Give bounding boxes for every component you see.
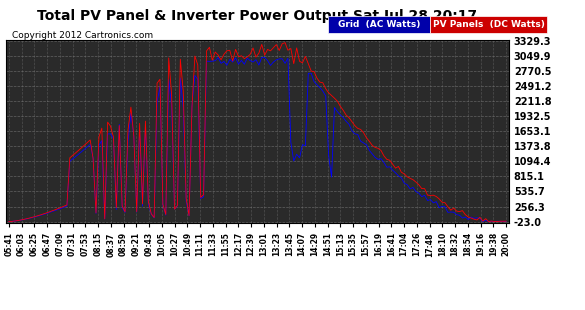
Text: Grid  (AC Watts): Grid (AC Watts) (338, 20, 420, 29)
Text: Copyright 2012 Cartronics.com: Copyright 2012 Cartronics.com (12, 31, 153, 40)
Text: Total PV Panel & Inverter Power Output Sat Jul 28 20:17: Total PV Panel & Inverter Power Output S… (37, 9, 477, 23)
Text: PV Panels  (DC Watts): PV Panels (DC Watts) (432, 20, 545, 29)
